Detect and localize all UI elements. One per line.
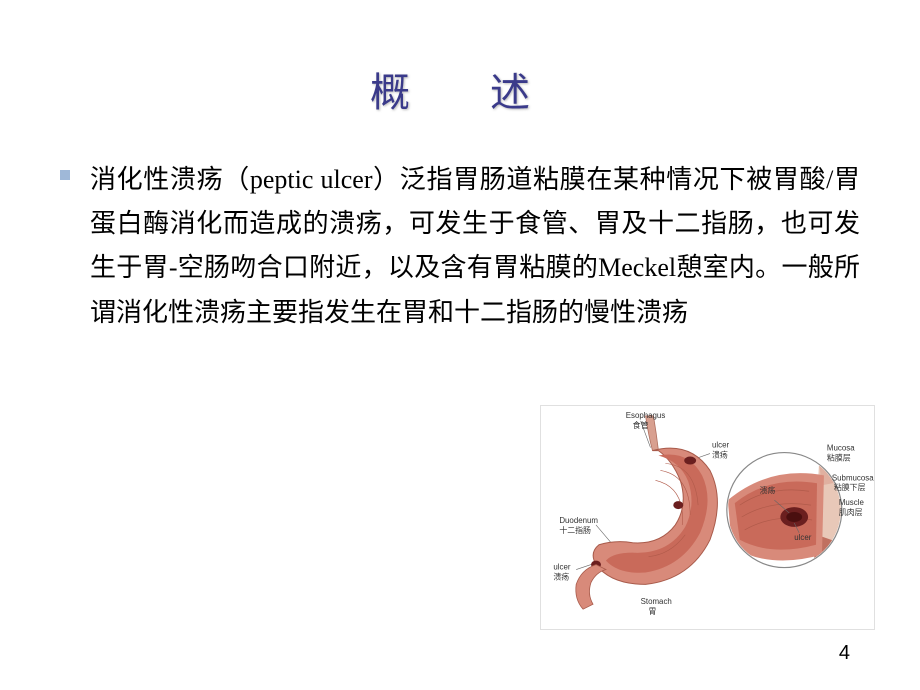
slide-container: 概 述 消化性溃疡（peptic ulcer）泛指胃肠道粘膜在某种情况下被胃酸/… [0,0,920,690]
body-paragraph: 消化性溃疡（peptic ulcer）泛指胃肠道粘膜在某种情况下被胃酸/胃蛋白酶… [90,158,860,335]
ulcer-mid [673,501,683,509]
bullet-icon [60,170,70,180]
ulcer-top [684,457,696,465]
label-mucosa-en: Mucosa [827,444,855,453]
duodenum-shape [576,565,606,610]
slide-title: 概 述 [60,60,860,118]
label-ulcer3-en: ulcer [553,563,571,572]
content-row: 消化性溃疡（peptic ulcer）泛指胃肠道粘膜在某种情况下被胃酸/胃蛋白酶… [60,158,860,335]
label-muscle-cn: 肌肉层 [839,507,863,517]
label-stomach-en: Stomach [641,597,672,606]
label-stomach-cn: 胃 [649,607,657,616]
label-inset-ulcer-en: ulcer [794,533,812,542]
label-duodenum-en: Duodenum [559,516,598,525]
label-muscle-en: Muscle [839,498,865,507]
label-submucosa-en: Submucosa [832,473,874,482]
diagram-svg: Esophagus 食管 ulcer 溃疡 Duodenum 十二指肠 ulce… [541,406,874,629]
label-mucosa-cn: 粘膜层 [827,453,851,463]
page-number: 4 [839,642,850,665]
label-ulcer3-cn: 溃疡 [553,571,569,581]
label-esophagus-en: Esophagus [626,411,666,420]
label-inset-ulcer-cn: 溃疡 [760,485,776,495]
label-esophagus-cn: 食管 [633,420,649,430]
label-duodenum-cn: 十二指肠 [559,525,591,535]
anatomy-diagram: Esophagus 食管 ulcer 溃疡 Duodenum 十二指肠 ulce… [540,405,875,630]
label-ulcer1-cn: 溃疡 [712,450,728,460]
label-submucosa-cn: 粘膜下层 [834,482,866,492]
label-ulcer1-en: ulcer [712,441,730,450]
